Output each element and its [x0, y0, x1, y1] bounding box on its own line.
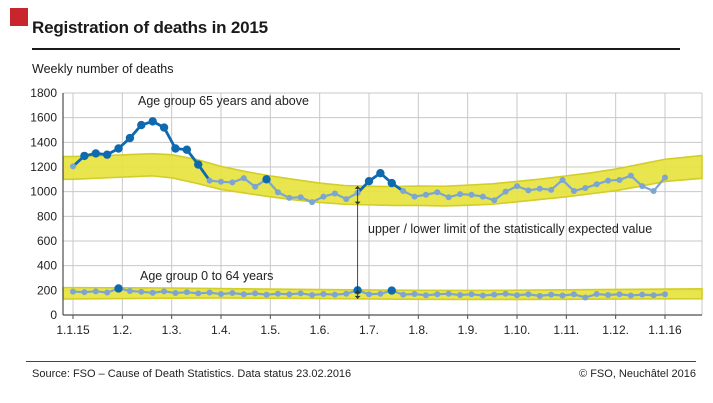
- x-tick-label: 1.7.: [359, 323, 379, 337]
- y-tick-label: 200: [37, 283, 57, 297]
- x-tick-label: 1.4.: [211, 323, 231, 337]
- y-tick-label: 1800: [30, 86, 57, 100]
- x-tick-label: 1.11.: [553, 323, 579, 337]
- x-tick-label: 1.12.: [602, 323, 629, 337]
- title-divider: [32, 48, 680, 50]
- page-title: Registration of deaths in 2015: [32, 18, 268, 37]
- footer-divider: [26, 361, 696, 362]
- copyright-note: © FSO, Neuchâtel 2016: [579, 368, 696, 380]
- series2-annotation: Age group 0 to 64 years: [140, 269, 274, 283]
- source-note: Source: FSO – Cause of Death Statistics.…: [32, 368, 352, 380]
- y-tick-label: 600: [37, 234, 57, 248]
- y-tick-label: 1000: [30, 185, 57, 199]
- y-tick-label: 400: [37, 259, 57, 273]
- x-tick-label: 1.1.16: [648, 323, 682, 337]
- y-tick-label: 800: [37, 209, 57, 223]
- band-limit-annotation: upper / lower limit of the statistically…: [368, 222, 653, 236]
- y-tick-label: 1200: [30, 160, 57, 174]
- y-axis-title: Weekly number of deaths: [32, 62, 174, 76]
- fso-logo-mark: [10, 8, 28, 26]
- x-tick-label: 1.5.: [260, 323, 280, 337]
- x-tick-label: 1.2.: [112, 323, 132, 337]
- series1-annotation: Age group 65 years and above: [138, 94, 309, 108]
- y-tick-label: 1400: [30, 135, 57, 149]
- x-tick-label: 1.3.: [162, 323, 182, 337]
- y-tick-label: 1600: [30, 111, 57, 125]
- x-tick-label: 1.6.: [310, 323, 330, 337]
- x-tick-label: 1.8.: [408, 323, 428, 337]
- x-tick-label: 1.10.: [504, 323, 531, 337]
- y-tick-label: 0: [50, 308, 57, 322]
- x-tick-label: 1.1.15: [56, 323, 90, 337]
- x-tick-label: 1.9.: [458, 323, 478, 337]
